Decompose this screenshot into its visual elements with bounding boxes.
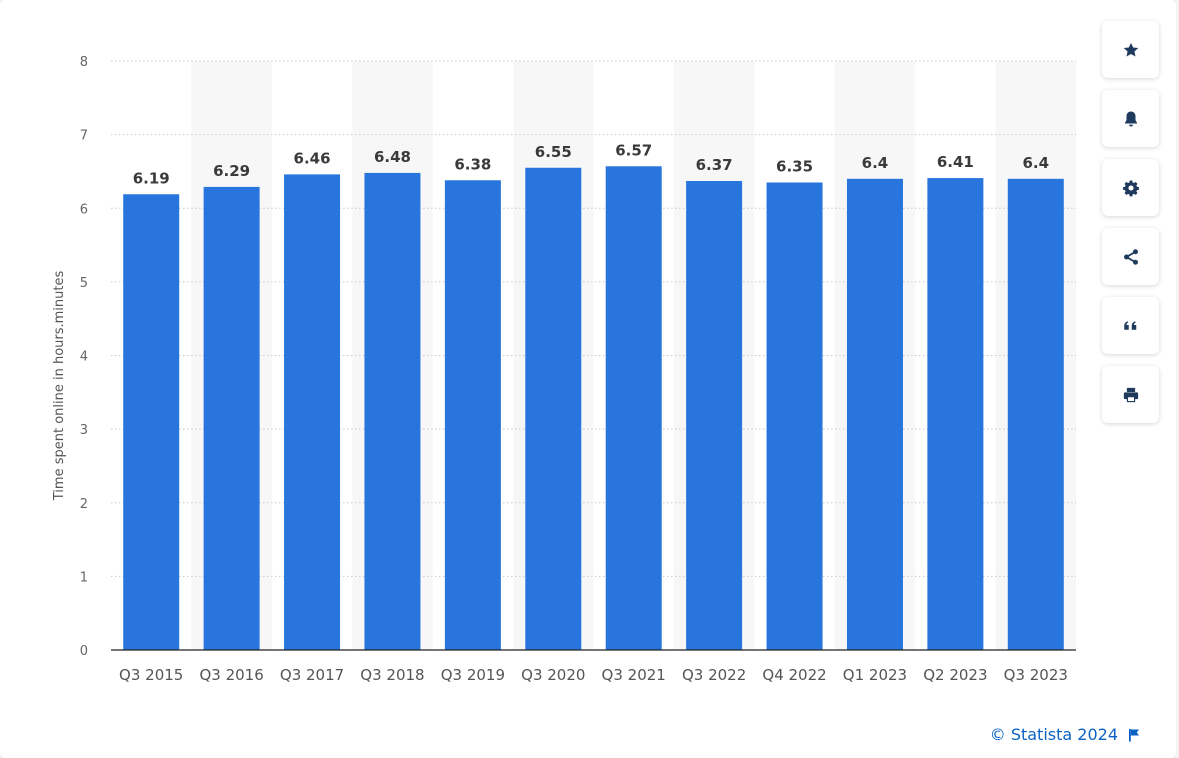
x-category-label: Q4 2022 (762, 666, 826, 684)
x-category-label: Q3 2016 (199, 666, 263, 684)
data-label: 6.4 (862, 154, 889, 172)
data-label: 6.29 (213, 162, 250, 180)
y-tick-label: 2 (80, 497, 88, 512)
y-tick-label: 3 (80, 423, 88, 438)
share-icon (1123, 248, 1138, 265)
data-label: 6.38 (454, 155, 491, 173)
data-label: 6.19 (133, 169, 170, 187)
flag-icon (1129, 728, 1139, 741)
bell-icon (1124, 111, 1137, 126)
y-tick-label: 7 (80, 129, 88, 144)
x-category-label: Q3 2020 (521, 666, 585, 684)
x-category-label: Q1 2023 (843, 666, 907, 684)
bar (766, 182, 823, 650)
x-category-label: Q3 2018 (360, 666, 424, 684)
bar (846, 178, 903, 651)
bar (364, 172, 421, 650)
bar (1007, 178, 1064, 651)
share-button[interactable] (1102, 228, 1159, 285)
favorite-button[interactable] (1102, 21, 1159, 78)
data-label: 6.57 (615, 141, 652, 159)
notification-button[interactable] (1102, 90, 1159, 147)
bar (927, 178, 984, 650)
y-tick-label: 6 (80, 202, 88, 217)
x-category-label: Q3 2023 (1004, 666, 1068, 684)
print-icon (1123, 387, 1138, 402)
star-icon (1123, 42, 1138, 57)
bar (525, 167, 582, 650)
statista-credit-link[interactable]: © Statista 2024 (990, 725, 1140, 744)
y-axis-title: Time spent online in hours.minutes (52, 271, 67, 502)
data-label: 6.46 (294, 149, 331, 167)
data-label: 6.41 (937, 153, 974, 171)
y-tick-label: 5 (80, 276, 88, 291)
bar (605, 166, 662, 650)
data-label: 6.4 (1023, 154, 1050, 172)
x-category-label: Q3 2017 (280, 666, 344, 684)
x-category-label: Q3 2019 (441, 666, 505, 684)
quote-icon (1123, 320, 1136, 330)
data-labels: 6.19 6.29 6.46 6.48 6.38 6.55 6.57 6.37 6.35 6.4 6… (133, 141, 1049, 187)
data-label: 6.35 (776, 157, 813, 175)
x-category-label: Q3 2015 (119, 666, 183, 684)
settings-button[interactable] (1102, 159, 1159, 216)
x-category-label: Q3 2022 (682, 666, 746, 684)
data-label: 6.37 (696, 156, 733, 174)
bar (123, 194, 180, 651)
x-category-label: Q2 2023 (923, 666, 987, 684)
bar (284, 174, 341, 650)
bar (203, 186, 260, 650)
credit-text: © Statista 2024 (989, 725, 1118, 744)
y-tick-label: 1 (80, 570, 88, 585)
data-label: 6.55 (535, 143, 572, 161)
bar (444, 180, 501, 650)
x-axis-categories: Q3 2015 Q3 2016 Q3 2017 Q3 2018 Q3 2019 Q3 20… (119, 666, 1068, 684)
data-label: 6.48 (374, 148, 411, 166)
gridlines (111, 60, 1076, 577)
bars (123, 166, 1064, 651)
print-button[interactable] (1102, 366, 1159, 423)
y-axis-ticks: 0 1 2 3 4 5 6 7 8 (80, 55, 88, 659)
bar (686, 181, 743, 651)
y-tick-label: 4 (80, 350, 88, 365)
y-tick-label: 0 (80, 644, 88, 659)
x-category-label: Q3 2021 (602, 666, 666, 684)
toolbar-sidebar (1102, 21, 1159, 435)
cite-button[interactable] (1102, 297, 1159, 354)
y-tick-label: 8 (80, 55, 88, 70)
gear-icon (1122, 180, 1139, 196)
